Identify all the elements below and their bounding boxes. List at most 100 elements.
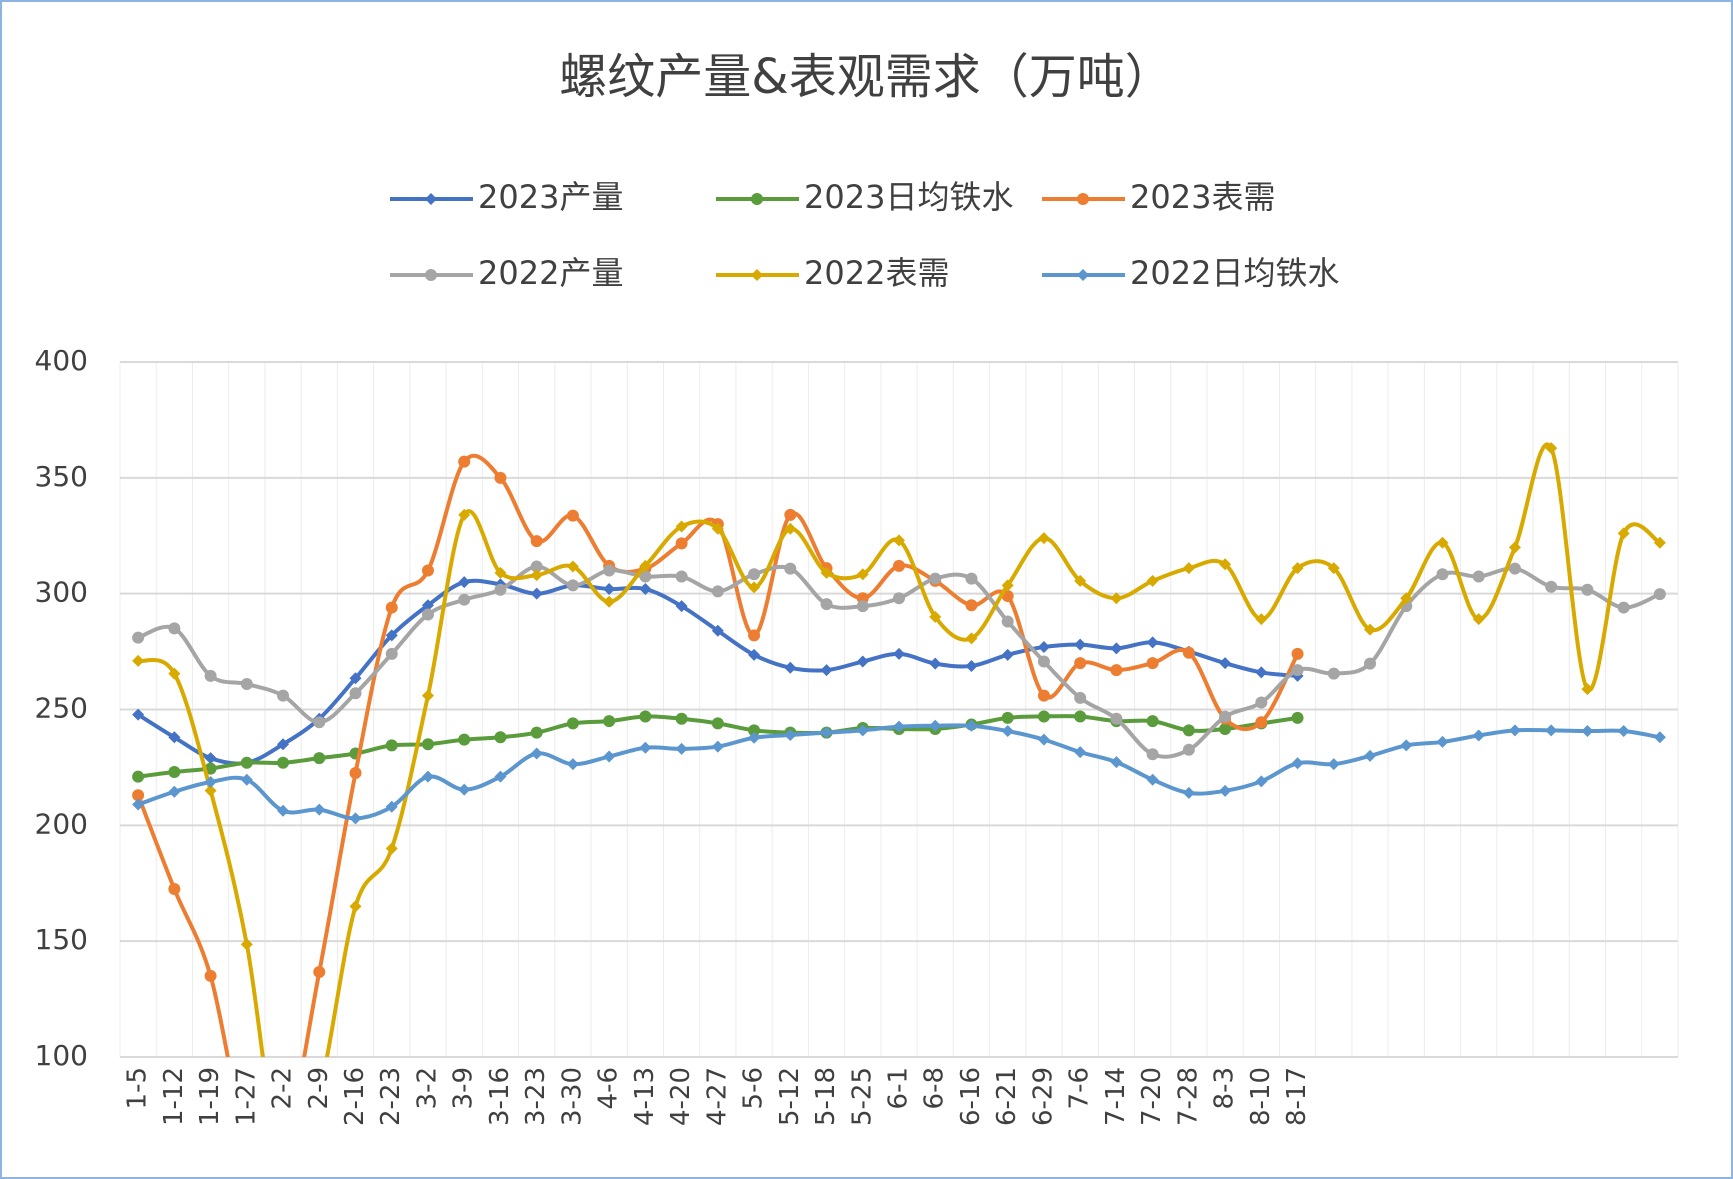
point	[675, 712, 688, 725]
point	[856, 724, 869, 737]
point	[639, 710, 652, 723]
point	[1182, 646, 1195, 659]
point	[421, 738, 434, 751]
y-tick-label: 200	[35, 807, 88, 840]
point	[132, 789, 145, 802]
point	[385, 601, 398, 614]
point	[1074, 691, 1087, 704]
point	[603, 583, 616, 596]
point	[965, 659, 978, 672]
point	[458, 576, 471, 589]
point	[132, 631, 145, 644]
point	[1472, 570, 1485, 583]
point	[421, 770, 434, 783]
x-tick-label: 2-9	[304, 1067, 334, 1109]
point	[168, 667, 181, 680]
point	[748, 724, 761, 737]
point	[132, 708, 145, 721]
point	[1617, 527, 1630, 540]
point	[313, 716, 326, 729]
point	[204, 784, 217, 797]
point	[1291, 711, 1304, 724]
point	[1001, 725, 1014, 738]
point	[1001, 648, 1014, 661]
legend-label: 2023日均铁水	[804, 178, 1013, 216]
legend-marker	[751, 269, 763, 281]
point	[965, 632, 978, 645]
point	[1508, 541, 1521, 554]
point	[1182, 786, 1195, 799]
point	[1327, 758, 1340, 771]
point	[1219, 722, 1232, 735]
point	[1653, 536, 1666, 549]
point	[711, 585, 724, 598]
point	[1255, 666, 1268, 679]
x-tick-label: 1-5	[123, 1067, 153, 1109]
point	[458, 783, 471, 796]
point	[1219, 558, 1232, 571]
y-tick-label: 350	[35, 460, 88, 493]
point	[1146, 715, 1159, 728]
x-tick-label: 5-18	[811, 1067, 841, 1126]
x-tick-label: 5-6	[739, 1067, 769, 1109]
point	[132, 654, 145, 667]
point	[784, 508, 797, 521]
point	[965, 599, 978, 612]
point	[1472, 729, 1485, 742]
point	[639, 570, 652, 583]
point	[748, 581, 761, 594]
point	[711, 624, 724, 637]
y-tick-label: 400	[35, 344, 88, 377]
point	[748, 648, 761, 661]
point	[711, 522, 724, 535]
point	[1110, 756, 1123, 769]
point	[1037, 689, 1050, 702]
point	[313, 803, 326, 816]
point	[240, 938, 253, 951]
point	[1110, 664, 1123, 677]
legend-label: 2022日均铁水	[1130, 254, 1339, 292]
point	[204, 776, 217, 789]
point	[1255, 696, 1268, 709]
point	[1074, 638, 1087, 651]
point	[458, 455, 471, 468]
point	[240, 678, 253, 691]
x-tick-label: 1-12	[159, 1067, 189, 1126]
point	[784, 562, 797, 575]
point	[1291, 757, 1304, 770]
point	[1508, 562, 1521, 575]
x-tick-label: 5-25	[847, 1067, 877, 1126]
point	[1219, 784, 1232, 797]
point	[458, 733, 471, 746]
point	[929, 657, 942, 670]
point	[1508, 724, 1521, 737]
point	[856, 655, 869, 668]
point	[1291, 647, 1304, 660]
point	[929, 719, 942, 732]
point	[385, 647, 398, 660]
point	[168, 731, 181, 744]
x-tick-label: 8-10	[1246, 1067, 1276, 1126]
x-tick-label: 3-16	[485, 1067, 515, 1126]
point	[748, 629, 761, 642]
point	[566, 579, 579, 592]
point	[1436, 568, 1449, 581]
point	[277, 756, 290, 769]
legend-marker	[751, 193, 763, 205]
x-tick-label: 4-20	[666, 1067, 696, 1126]
legend-label: 2023产量	[478, 178, 623, 216]
x-tick-label: 7-6	[1065, 1067, 1095, 1109]
point	[277, 738, 290, 751]
point	[1291, 562, 1304, 575]
point	[1545, 724, 1558, 737]
point	[1581, 725, 1594, 738]
point	[530, 726, 543, 739]
point	[494, 731, 507, 744]
point	[132, 770, 145, 783]
legend-label: 2022表需	[804, 254, 949, 292]
point	[1472, 613, 1485, 626]
point	[711, 740, 724, 753]
point	[784, 522, 797, 535]
point	[965, 572, 978, 585]
